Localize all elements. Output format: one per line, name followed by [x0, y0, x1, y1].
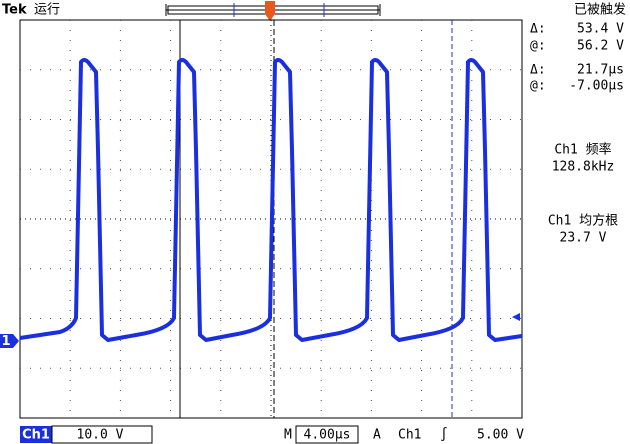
measure-value: 128.8kHz [552, 160, 615, 175]
time-box [295, 425, 359, 444]
measure-label: Ch1 均方根 [548, 213, 618, 229]
channel-badge [0, 334, 13, 348]
label: @: [530, 79, 546, 94]
measure-value: 23.7 V [560, 231, 607, 246]
run-status: 运行 [34, 3, 60, 18]
value: 53.4 V [577, 22, 624, 37]
waveform [19, 58, 523, 342]
channel-box [20, 426, 52, 443]
trigger-arrow [265, 14, 275, 21]
measure-label: Ch1 频率 [554, 142, 611, 158]
channel-arrow [13, 334, 19, 348]
scale-box [51, 425, 153, 444]
label: Δ: [530, 22, 546, 37]
label: @: [530, 39, 546, 54]
value: 21.7µs [577, 63, 624, 78]
trigger-level: 5.00 V [477, 428, 524, 443]
readouts: Δ: 53.4 V @: 56.2 V Δ: 21.7µs @: -7.00µs… [530, 22, 624, 246]
footer-scale: 10.0 V [77, 428, 124, 443]
time-label: M [284, 428, 292, 443]
brand: Tek [2, 3, 27, 18]
trigger-pos-icon [265, 1, 275, 13]
label: Δ: [530, 63, 546, 78]
trigger-state: 已被触发 [574, 2, 626, 18]
trigger-slope: ∫ [440, 427, 448, 443]
footer-channel: Ch1 [22, 428, 50, 443]
channel-marker: 1 [1, 334, 10, 349]
footer-time: 4.00µs [304, 428, 351, 443]
value: -7.00µs [569, 79, 624, 94]
trigger-source: Ch1 [398, 428, 421, 443]
trigger-label: A [373, 428, 381, 443]
trigger-level-marker [512, 313, 520, 321]
value: 56.2 V [577, 39, 624, 54]
